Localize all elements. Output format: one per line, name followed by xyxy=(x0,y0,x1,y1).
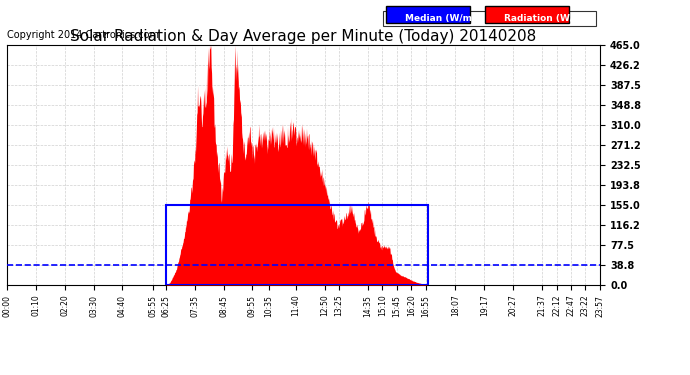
Bar xyxy=(166,205,428,285)
Text: Copyright 2014 Cartronics.com: Copyright 2014 Cartronics.com xyxy=(7,30,159,40)
Title: Solar Radiation & Day Average per Minute (Today) 20140208: Solar Radiation & Day Average per Minute… xyxy=(70,29,537,44)
Legend: Median (W/m2), Radiation (W/m2): Median (W/m2), Radiation (W/m2) xyxy=(384,11,595,26)
